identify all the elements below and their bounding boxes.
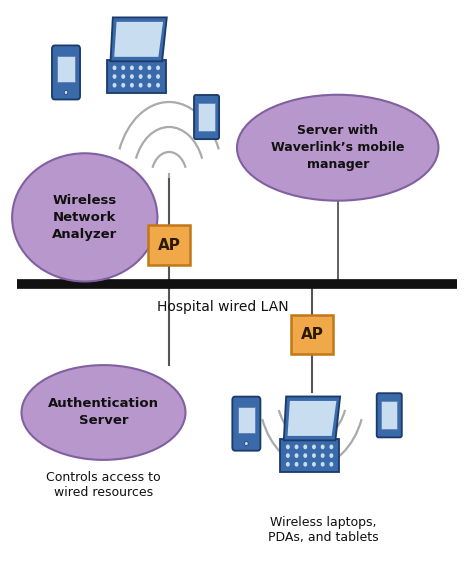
Circle shape bbox=[139, 74, 143, 79]
Circle shape bbox=[303, 462, 307, 467]
Circle shape bbox=[321, 445, 325, 449]
Text: Server with
Waverlink’s mobile
manager: Server with Waverlink’s mobile manager bbox=[271, 124, 404, 171]
Circle shape bbox=[294, 445, 299, 449]
Circle shape bbox=[64, 90, 68, 95]
Circle shape bbox=[329, 445, 333, 449]
FancyBboxPatch shape bbox=[107, 60, 165, 93]
Polygon shape bbox=[288, 401, 337, 436]
Text: AP: AP bbox=[301, 327, 323, 342]
Ellipse shape bbox=[21, 365, 185, 460]
Text: Hospital wired LAN: Hospital wired LAN bbox=[157, 300, 289, 314]
Circle shape bbox=[112, 65, 117, 70]
Circle shape bbox=[303, 445, 307, 449]
Circle shape bbox=[245, 441, 248, 446]
Ellipse shape bbox=[237, 95, 438, 200]
Circle shape bbox=[121, 83, 125, 88]
Text: Wireless laptops,
PDAs, and tablets: Wireless laptops, PDAs, and tablets bbox=[268, 516, 379, 543]
Circle shape bbox=[312, 462, 316, 467]
FancyBboxPatch shape bbox=[199, 103, 215, 131]
Ellipse shape bbox=[12, 153, 157, 282]
Circle shape bbox=[329, 462, 333, 467]
Polygon shape bbox=[110, 17, 167, 61]
Text: Wireless
Network
Analyzer: Wireless Network Analyzer bbox=[52, 194, 118, 241]
Circle shape bbox=[329, 453, 333, 458]
Circle shape bbox=[156, 74, 160, 79]
Circle shape bbox=[147, 74, 151, 79]
Circle shape bbox=[112, 83, 117, 88]
FancyBboxPatch shape bbox=[232, 396, 260, 451]
Polygon shape bbox=[114, 22, 163, 57]
Circle shape bbox=[139, 83, 143, 88]
Text: Authentication
Server: Authentication Server bbox=[48, 397, 159, 427]
Circle shape bbox=[312, 453, 316, 458]
Circle shape bbox=[147, 65, 151, 70]
Text: AP: AP bbox=[158, 238, 181, 253]
Circle shape bbox=[121, 74, 125, 79]
Circle shape bbox=[147, 83, 151, 88]
Circle shape bbox=[112, 74, 117, 79]
Circle shape bbox=[121, 65, 125, 70]
FancyBboxPatch shape bbox=[52, 46, 80, 100]
Circle shape bbox=[156, 65, 160, 70]
Circle shape bbox=[286, 453, 290, 458]
Circle shape bbox=[286, 462, 290, 467]
Polygon shape bbox=[284, 396, 340, 440]
Circle shape bbox=[294, 453, 299, 458]
Circle shape bbox=[321, 453, 325, 458]
Circle shape bbox=[303, 453, 307, 458]
Circle shape bbox=[286, 445, 290, 449]
Circle shape bbox=[130, 65, 134, 70]
FancyBboxPatch shape bbox=[148, 225, 191, 265]
Circle shape bbox=[139, 65, 143, 70]
Circle shape bbox=[130, 83, 134, 88]
FancyBboxPatch shape bbox=[238, 408, 255, 433]
Circle shape bbox=[321, 462, 325, 467]
Circle shape bbox=[294, 462, 299, 467]
FancyBboxPatch shape bbox=[57, 56, 74, 82]
FancyBboxPatch shape bbox=[291, 315, 333, 354]
FancyBboxPatch shape bbox=[377, 393, 402, 437]
Circle shape bbox=[156, 83, 160, 88]
FancyBboxPatch shape bbox=[281, 439, 339, 472]
Circle shape bbox=[312, 445, 316, 449]
Circle shape bbox=[130, 74, 134, 79]
FancyBboxPatch shape bbox=[381, 401, 397, 430]
Text: Controls access to
wired resources: Controls access to wired resources bbox=[46, 471, 161, 499]
FancyBboxPatch shape bbox=[194, 95, 219, 139]
